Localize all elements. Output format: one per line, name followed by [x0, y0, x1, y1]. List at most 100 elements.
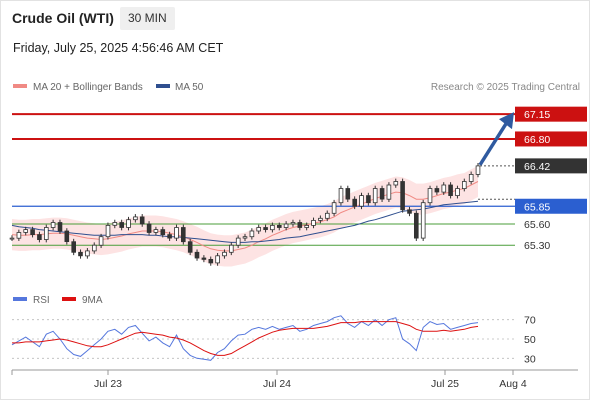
candle: [187, 238, 193, 256]
rsi-line: [11, 315, 479, 361]
candle: [318, 215, 323, 224]
candle: [85, 248, 90, 259]
candle-body: [242, 236, 248, 239]
candle: [379, 185, 385, 202]
candle-body: [427, 188, 433, 204]
rsi-legend: RSI 9MA: [13, 295, 103, 306]
candle-body: [379, 188, 385, 200]
forecast-arrow-shaft: [478, 121, 509, 166]
candle: [37, 231, 42, 243]
candle: [324, 210, 330, 222]
candle: [393, 178, 399, 188]
candle-body: [276, 224, 282, 228]
candle-body: [71, 241, 77, 253]
candle-body: [222, 251, 227, 257]
candle-body: [194, 251, 200, 259]
candle-body: [201, 257, 207, 260]
candle: [455, 185, 460, 199]
candle: [366, 192, 371, 206]
candle: [139, 214, 145, 227]
candle-body: [263, 227, 268, 230]
candle-body: [78, 251, 83, 257]
level-label-66.42: 66.42: [524, 161, 550, 173]
candle: [441, 182, 447, 195]
candle-body: [160, 229, 166, 236]
candle: [413, 210, 419, 241]
rsi-tick-30: 30: [524, 353, 536, 365]
candle: [276, 222, 282, 231]
ma50-legend-label: MA 50: [175, 82, 204, 93]
candle: [331, 199, 337, 217]
candle-body: [461, 181, 467, 189]
candle: [126, 216, 131, 231]
candle-body: [133, 216, 138, 221]
candle: [400, 178, 405, 213]
candle: [304, 222, 309, 231]
candle-body: [146, 223, 152, 233]
timeframe-badge[interactable]: 30 MIN: [120, 7, 175, 30]
ma20-legend-swatch: [13, 84, 27, 88]
candle-body: [434, 188, 440, 193]
candle: [290, 219, 296, 227]
candle-body: [153, 229, 159, 233]
candle-body: [119, 222, 125, 228]
x-tick-label: Jul 24: [263, 378, 291, 390]
candle: [119, 219, 125, 231]
level-box-67.15: [515, 106, 587, 122]
candle: [146, 221, 152, 236]
candle-body: [407, 209, 412, 214]
rsi-tick-70: 70: [524, 315, 536, 327]
level-label-65.30: 65.30: [524, 240, 550, 252]
candle: [297, 219, 303, 231]
rsi-legend-swatch: [13, 297, 27, 301]
candle-body: [126, 219, 131, 228]
candle: [345, 185, 351, 202]
candle-body: [228, 244, 234, 253]
candle: [64, 228, 70, 245]
candle-body: [139, 216, 145, 225]
candle-body: [372, 188, 378, 204]
candle-body: [9, 237, 15, 240]
candle: [256, 224, 261, 234]
rsi-ma-line: [12, 321, 479, 356]
candle-body: [366, 195, 371, 204]
ma50-legend-swatch: [156, 84, 170, 88]
candle: [215, 253, 220, 266]
candle-body: [290, 222, 296, 225]
candle: [468, 171, 474, 185]
candle-body: [23, 229, 28, 233]
candle: [359, 192, 364, 210]
timestamp: Friday, July 25, 2025 4:56:46 AM CET: [13, 41, 224, 55]
candle-body: [455, 188, 460, 196]
candle: [448, 182, 453, 199]
candle: [242, 233, 248, 241]
candle-body: [187, 241, 193, 253]
candle-body: [338, 188, 344, 204]
candle-body: [92, 244, 97, 252]
candle: [249, 228, 255, 240]
candle-body: [270, 224, 275, 231]
candle-body: [345, 188, 351, 200]
candle-body: [235, 237, 241, 246]
candle-body: [174, 227, 179, 239]
candle-body: [98, 236, 104, 246]
candle: [475, 163, 481, 178]
candle: [167, 231, 172, 241]
level-label-66.80: 66.80: [524, 134, 550, 146]
forecast-arrow-head: [499, 112, 514, 130]
level-box-66.80: [515, 131, 587, 147]
candle-body: [85, 250, 90, 257]
bollinger-band: [12, 165, 478, 267]
candle-body: [16, 232, 22, 239]
candle-body: [30, 229, 35, 236]
candle: [434, 185, 440, 195]
candle-body: [37, 234, 42, 241]
rsi-tick-50: 50: [524, 334, 536, 346]
x-tick-label: Aug 4: [499, 378, 527, 390]
candle: [222, 249, 227, 259]
candle-body: [393, 181, 399, 186]
rsi-plot: 70 50 30: [11, 315, 536, 365]
candle-body: [359, 195, 364, 207]
candle: [311, 217, 316, 229]
main-legend: MA 20 + Bollinger Bands MA 50: [13, 82, 204, 93]
